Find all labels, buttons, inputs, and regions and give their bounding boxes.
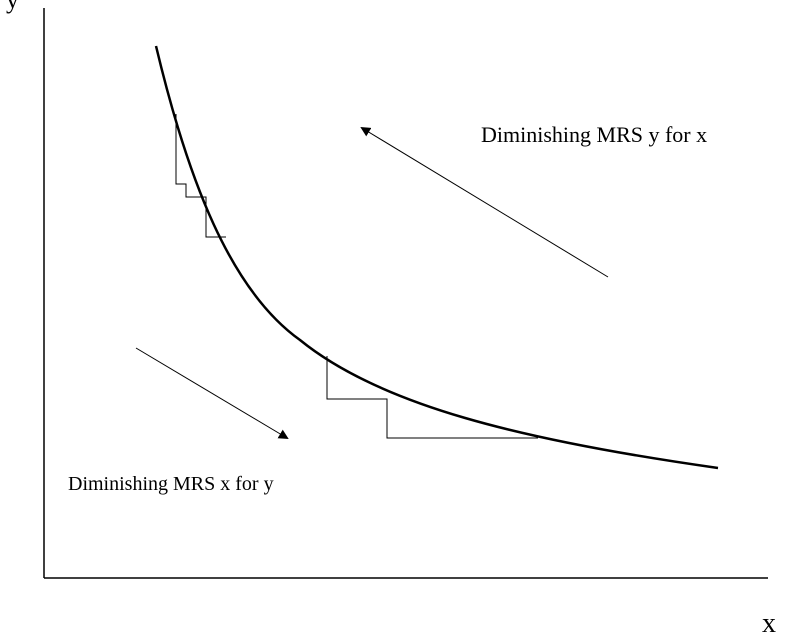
label-mrs-x-for-y: Diminishing MRS x for y xyxy=(68,473,274,495)
arrow-mrs-y-for-x xyxy=(360,126,609,278)
mrs-steps-lower xyxy=(326,356,538,439)
indifference-curve xyxy=(154,45,719,470)
x-axis-label: x xyxy=(762,608,776,638)
label-mrs-y-for-x: Diminishing MRS y for x xyxy=(481,122,707,147)
mrs-steps-upper xyxy=(175,114,226,238)
arrow-mrs-x-for-y xyxy=(135,347,289,440)
y-axis-label: y xyxy=(6,0,19,14)
